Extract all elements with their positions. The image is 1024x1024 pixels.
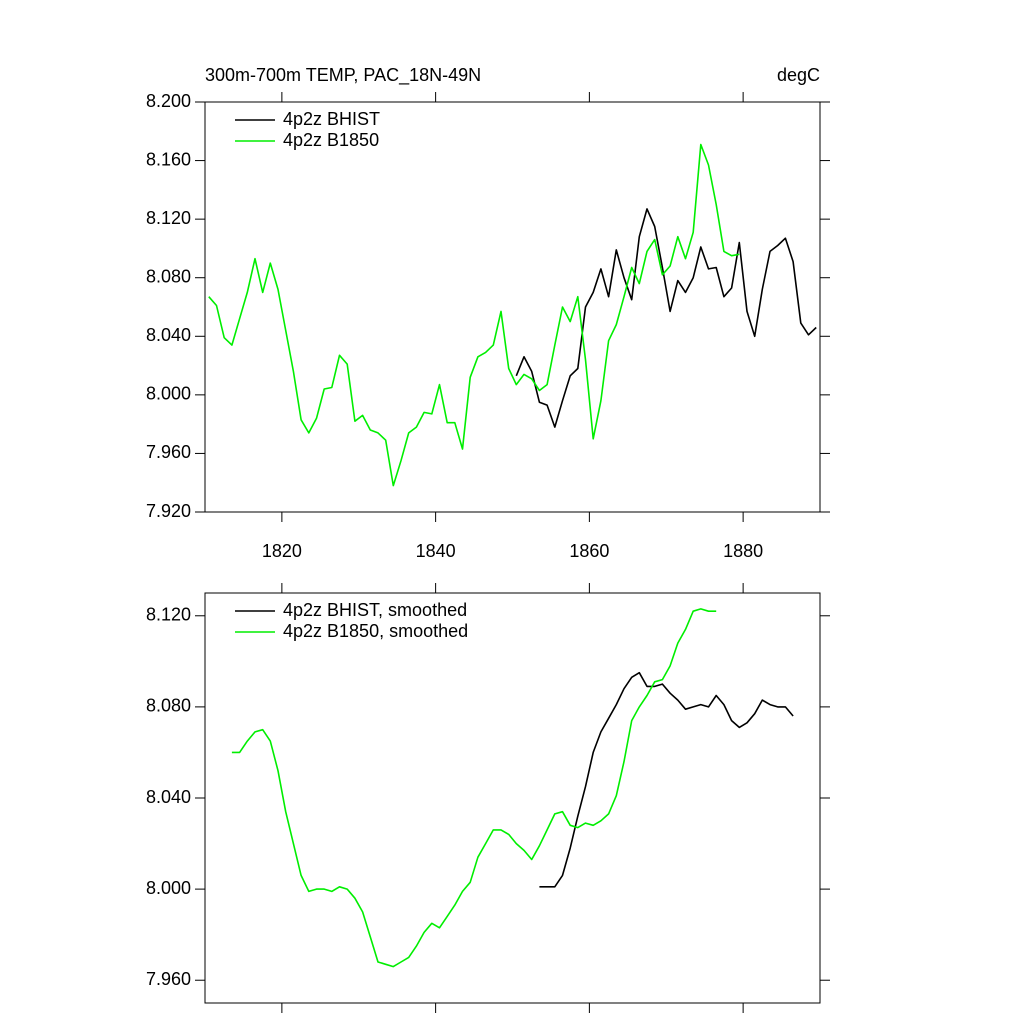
x-tick-label: 1840: [416, 541, 456, 561]
y-tick-label: 8.040: [146, 787, 191, 807]
plot-frame: [204, 101, 821, 513]
x-tick-label: 1860: [569, 541, 609, 561]
y-tick-label: 8.000: [146, 878, 191, 898]
x-tick-label: 1820: [262, 541, 302, 561]
data-line: [208, 143, 740, 487]
legend-label: 4p2z B1850: [283, 130, 379, 150]
y-tick-label: 8.040: [146, 325, 191, 345]
data-line: [539, 671, 794, 888]
data-line: [231, 608, 717, 968]
y-tick-label: 7.960: [146, 969, 191, 989]
x-tick-label: 1880: [723, 541, 763, 561]
y-tick-label: 8.080: [146, 266, 191, 286]
y-tick-label: 8.160: [146, 149, 191, 169]
units-label: degC: [777, 65, 820, 85]
legend-label: 4p2z BHIST: [283, 109, 380, 129]
legend-label: 4p2z B1850, smoothed: [283, 621, 468, 641]
y-tick-label: 8.200: [146, 91, 191, 111]
y-tick-label: 7.960: [146, 442, 191, 462]
y-tick-label: 8.080: [146, 696, 191, 716]
y-tick-label: 8.120: [146, 208, 191, 228]
plot-frame: [204, 592, 821, 1004]
data-line: [515, 208, 817, 428]
y-tick-label: 7.920: [146, 501, 191, 521]
y-tick-label: 8.120: [146, 605, 191, 625]
chart-title: 300m-700m TEMP, PAC_18N-49N: [205, 65, 481, 86]
legend-label: 4p2z BHIST, smoothed: [283, 600, 467, 620]
y-tick-label: 8.000: [146, 384, 191, 404]
